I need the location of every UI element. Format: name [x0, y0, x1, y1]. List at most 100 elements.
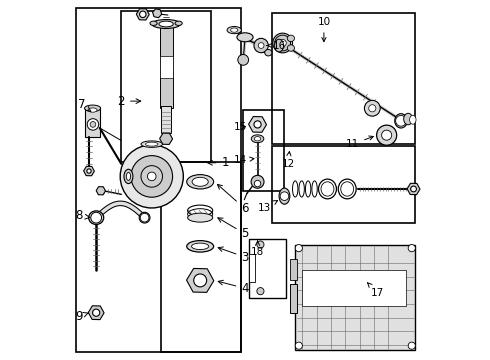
Bar: [85, 108, 100, 137]
Text: 18: 18: [251, 241, 264, 257]
Circle shape: [275, 35, 291, 51]
Ellipse shape: [188, 213, 213, 222]
Bar: [272, 13, 416, 144]
Ellipse shape: [321, 182, 334, 196]
Circle shape: [257, 288, 264, 295]
Circle shape: [254, 39, 269, 53]
Ellipse shape: [274, 39, 284, 52]
Circle shape: [368, 105, 376, 112]
Circle shape: [279, 40, 286, 46]
Circle shape: [382, 130, 392, 140]
Ellipse shape: [287, 45, 294, 51]
Circle shape: [90, 122, 96, 127]
Text: 4: 4: [218, 280, 249, 295]
Ellipse shape: [192, 177, 208, 186]
Ellipse shape: [237, 33, 253, 42]
Ellipse shape: [404, 113, 413, 125]
Text: 2: 2: [118, 95, 141, 108]
Circle shape: [254, 121, 261, 128]
Circle shape: [254, 180, 261, 187]
Bar: [248, 239, 286, 298]
Circle shape: [131, 156, 172, 197]
Circle shape: [140, 11, 146, 18]
Text: 9: 9: [75, 310, 89, 323]
Bar: [248, 253, 255, 282]
Circle shape: [295, 244, 302, 252]
Ellipse shape: [152, 19, 180, 28]
Circle shape: [93, 309, 100, 316]
Ellipse shape: [141, 141, 163, 147]
Bar: [290, 259, 297, 280]
Circle shape: [238, 54, 248, 65]
Bar: [302, 270, 406, 306]
Text: 1: 1: [208, 156, 229, 169]
Ellipse shape: [126, 172, 131, 180]
Circle shape: [87, 169, 91, 173]
Ellipse shape: [279, 188, 290, 204]
Text: 12: 12: [281, 152, 294, 169]
Text: 8: 8: [75, 210, 90, 222]
Circle shape: [365, 100, 380, 116]
Circle shape: [120, 145, 183, 208]
Circle shape: [147, 172, 156, 181]
Bar: [76, 8, 242, 352]
Text: 16: 16: [267, 41, 286, 50]
Circle shape: [91, 212, 101, 223]
Bar: [290, 284, 297, 313]
Circle shape: [408, 244, 416, 252]
Bar: [160, 26, 172, 108]
Ellipse shape: [395, 114, 407, 128]
Ellipse shape: [124, 169, 133, 184]
Ellipse shape: [254, 136, 261, 141]
Ellipse shape: [150, 21, 157, 26]
Ellipse shape: [175, 21, 182, 26]
Ellipse shape: [89, 211, 104, 225]
Text: 3: 3: [218, 247, 249, 264]
Circle shape: [411, 186, 416, 192]
Text: 7: 7: [78, 98, 91, 111]
Ellipse shape: [273, 33, 293, 53]
Ellipse shape: [192, 243, 209, 249]
Circle shape: [258, 42, 264, 48]
Ellipse shape: [88, 108, 97, 112]
Text: 17: 17: [368, 283, 384, 298]
Circle shape: [141, 166, 163, 187]
Circle shape: [395, 116, 406, 126]
Ellipse shape: [187, 240, 214, 252]
Ellipse shape: [341, 182, 354, 196]
Bar: [243, 110, 285, 191]
Circle shape: [377, 125, 397, 145]
Ellipse shape: [146, 142, 158, 146]
Bar: [122, 12, 211, 162]
Bar: [160, 56, 172, 78]
Text: 6: 6: [218, 184, 249, 215]
Circle shape: [251, 175, 264, 188]
Text: 14: 14: [234, 155, 254, 165]
Ellipse shape: [287, 35, 294, 41]
Circle shape: [295, 342, 302, 349]
Ellipse shape: [251, 135, 264, 143]
Text: 10: 10: [318, 17, 330, 42]
Circle shape: [87, 119, 98, 130]
Text: 13: 13: [258, 201, 277, 213]
Circle shape: [280, 192, 289, 201]
Bar: [295, 244, 416, 350]
Text: 11: 11: [346, 136, 373, 149]
Circle shape: [257, 241, 264, 248]
Ellipse shape: [159, 21, 173, 27]
Bar: [272, 146, 416, 223]
Circle shape: [408, 342, 416, 349]
Bar: [161, 107, 171, 134]
Text: 5: 5: [218, 218, 249, 240]
Bar: [161, 162, 242, 352]
Ellipse shape: [187, 175, 214, 189]
Circle shape: [194, 274, 207, 287]
Ellipse shape: [265, 49, 272, 56]
Ellipse shape: [84, 105, 100, 112]
Ellipse shape: [410, 115, 416, 124]
Text: 15: 15: [234, 122, 247, 132]
Circle shape: [140, 213, 149, 222]
Ellipse shape: [231, 28, 238, 32]
Ellipse shape: [139, 212, 150, 223]
Ellipse shape: [227, 27, 242, 34]
